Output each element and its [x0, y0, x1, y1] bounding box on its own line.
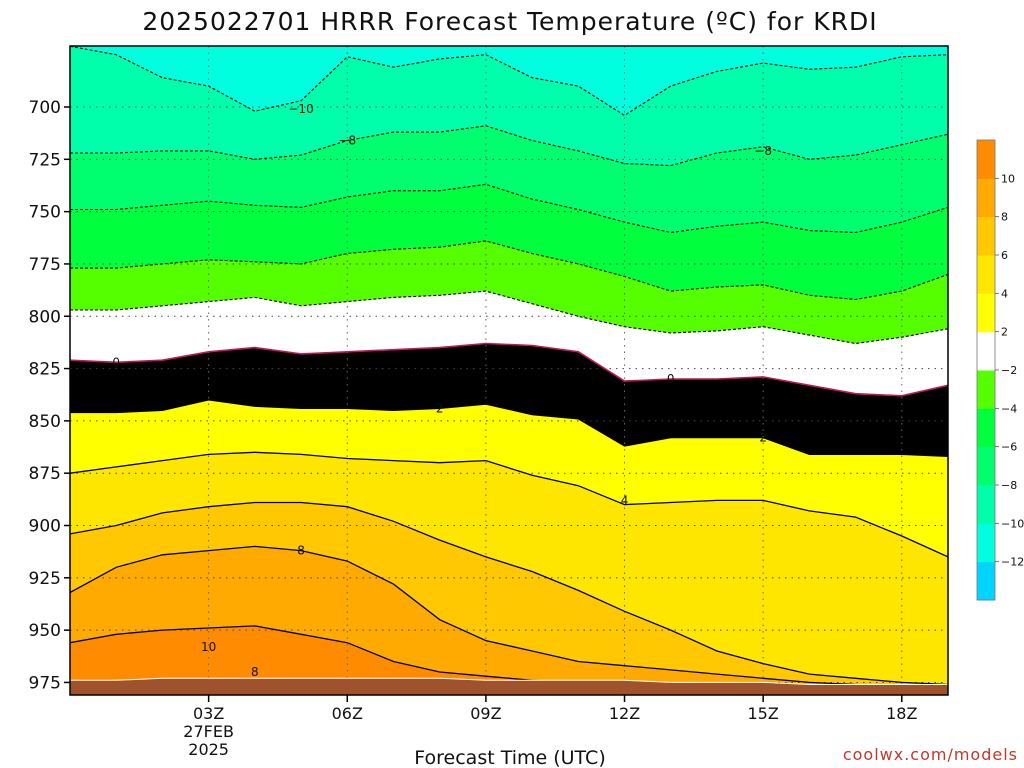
- colorbar-label-3: 4: [1001, 287, 1008, 300]
- y-tick-label-850: 850: [29, 412, 61, 432]
- colorbar-label-4: 2: [1001, 326, 1008, 339]
- contour-label-3: 0: [112, 355, 120, 369]
- isotherm--2: [70, 290, 948, 345]
- colorbar-segment-4: [977, 408, 995, 448]
- x-tick-label-18Z: 18Z: [886, 704, 917, 723]
- x-tick-label-09Z: 09Z: [470, 704, 501, 723]
- contour-label-6: 2: [759, 431, 767, 445]
- y-tick-label-775: 775: [29, 255, 61, 275]
- colorbar-segment-1: [977, 523, 995, 563]
- colorbar-legend: 10 8 6 4 2 −2 −4 −6 −8 −10 −12: [976, 139, 1024, 601]
- colorbar-segment-9: [977, 216, 995, 256]
- isotherm-8: [70, 545, 948, 690]
- colorbar-segment-10: [977, 178, 995, 218]
- colorbar-label-0: 10: [1001, 172, 1015, 185]
- isotherm-0: [70, 342, 948, 397]
- colorbar-label-7: −6: [1001, 441, 1017, 454]
- x-sub-label-0: 27FEB: [183, 722, 234, 741]
- y-tick-label-925: 925: [29, 569, 61, 589]
- x-tick-label-06Z: 06Z: [332, 704, 363, 723]
- ground-surface: [70, 677, 948, 695]
- isotherm-6: [70, 501, 948, 686]
- isotherm-2: [70, 399, 948, 458]
- isotherm--4: [70, 240, 948, 301]
- colorbar-label-2: 6: [1001, 249, 1008, 262]
- y-tick-label-750: 750: [29, 203, 61, 223]
- contour-label-8: 8: [297, 544, 305, 558]
- band-above-10: [70, 625, 948, 695]
- y-tick-label-800: 800: [29, 307, 61, 327]
- contour-label-5: 2: [436, 401, 444, 415]
- credit-text: coolwx.com/models: [843, 745, 1018, 764]
- colorbar-segment-5: [977, 370, 995, 409]
- y-tick-label-875: 875: [29, 464, 61, 484]
- colorbar-label-8: −8: [1001, 479, 1017, 492]
- colorbar-segment-3: [977, 446, 995, 486]
- y-tick-label-825: 825: [29, 360, 61, 380]
- colorbar-segment-8: [977, 255, 995, 294]
- colorbar-label-9: −10: [1001, 517, 1024, 530]
- colorbar-segment-11: [977, 140, 995, 179]
- isotherm-4: [70, 451, 948, 558]
- contour-label-9: 10: [201, 640, 216, 654]
- y-axis: 700 725 750 775 800 825 850 875 900 925 950 975: [29, 98, 70, 693]
- x-axis-label: Forecast Time (UTC): [414, 747, 605, 768]
- colorbar-label-6: −4: [1001, 402, 1017, 415]
- y-tick-label-975: 975: [29, 673, 61, 693]
- y-tick-label-700: 700: [29, 98, 61, 118]
- ground-area: [70, 677, 948, 695]
- colorbar-label-5: −2: [1001, 364, 1017, 377]
- contour-label-1: −8: [338, 133, 356, 147]
- x-sub-label-1: 2025: [188, 740, 229, 759]
- contour-label-4: 0: [667, 372, 675, 386]
- y-tick-label-725: 725: [29, 150, 61, 170]
- contour-label-0: −10: [288, 102, 313, 116]
- temperature-fill-bands: [70, 46, 948, 695]
- x-tick-label-12Z: 12Z: [609, 704, 640, 723]
- y-tick-label-900: 900: [29, 517, 61, 537]
- grid: [70, 46, 948, 695]
- contour-label-7: 4: [621, 493, 629, 507]
- contour-label-10: 8: [251, 665, 259, 679]
- colorbar-label-10: −12: [1001, 556, 1024, 569]
- colorbar-segment-0: [977, 561, 995, 601]
- isotherm--10: [70, 46, 948, 117]
- isotherm--8: [70, 125, 948, 167]
- chart-title: 2025022701 HRRR Forecast Temperature (ºC…: [142, 7, 877, 36]
- isotherm--6: [70, 183, 948, 234]
- colorbar-segment-2: [977, 485, 995, 524]
- x-tick-label-03Z: 03Z: [193, 704, 224, 723]
- colorbar-segment-6: [977, 331, 995, 371]
- y-tick-label-950: 950: [29, 621, 61, 641]
- plot-frame: [69, 45, 949, 696]
- contour-label-2: −8: [754, 144, 772, 158]
- colorbar-label-1: 8: [1001, 211, 1008, 224]
- colorbar-segment-7: [977, 293, 995, 333]
- x-tick-label-15Z: 15Z: [747, 704, 778, 723]
- contour-labels: −10 −8 −8 0 0 2 2 4 8 10 8: [112, 102, 772, 679]
